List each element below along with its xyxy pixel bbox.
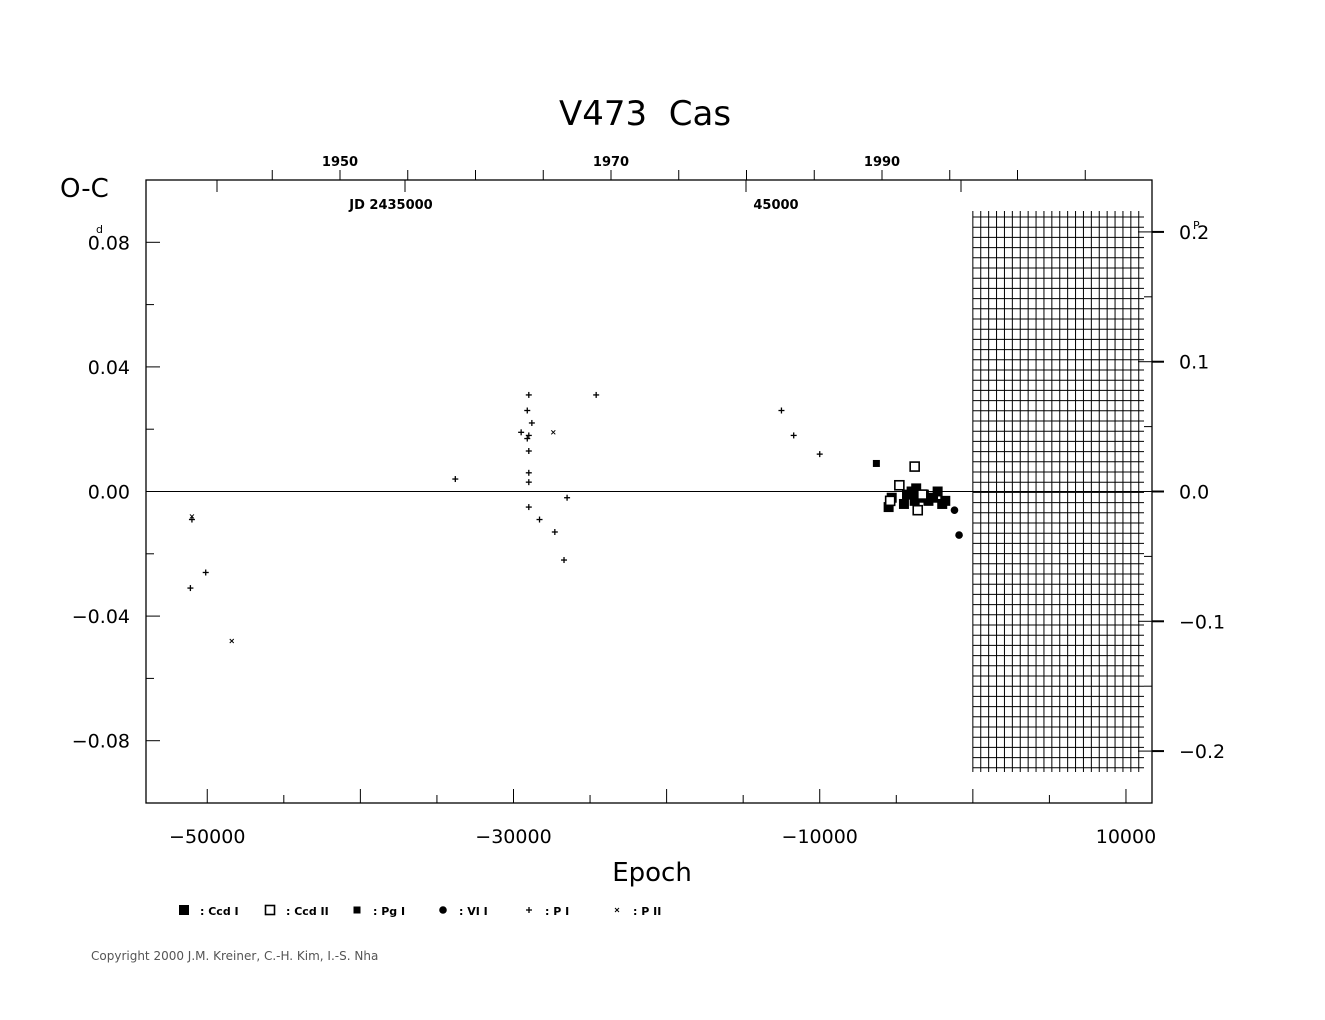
legend-label: : Ccd I	[200, 905, 239, 918]
legend-item: : P II	[614, 905, 661, 918]
data-point	[955, 531, 963, 539]
legend-marker	[439, 906, 447, 914]
y-tick-label: 0.04	[88, 357, 130, 379]
data-point	[525, 448, 532, 455]
y-axis-label: O-C	[60, 174, 109, 204]
legend-item: : VI I	[439, 905, 488, 918]
data-point	[564, 494, 571, 501]
legend-label: : P II	[633, 905, 661, 918]
data-point	[593, 391, 600, 398]
chart-title: V473 Cas	[559, 94, 731, 134]
data-point	[525, 479, 532, 486]
legend: : Ccd I : Ccd II : Pg I : VI I : P I : P II	[179, 904, 661, 918]
y-unit-superscript: d	[96, 223, 103, 236]
right-unit-superscript: P	[1193, 219, 1200, 232]
data-point	[188, 516, 195, 523]
x-axis-label: Epoch	[612, 858, 692, 888]
data-point	[894, 479, 905, 491]
x-tick-label: 10000	[1096, 826, 1156, 848]
right-tick-label: 0.2	[1179, 222, 1209, 244]
right-tick-label: −0.2	[1179, 741, 1225, 763]
data-point	[536, 516, 543, 523]
data-point	[816, 451, 823, 458]
year-label: 1970	[593, 155, 629, 170]
copyright-notice: Copyright 2000 J.M. Kreiner, C.-H. Kim, …	[91, 949, 379, 963]
data-point	[917, 489, 928, 500]
legend-item: : P I	[526, 905, 569, 918]
data-point	[898, 498, 909, 509]
x-tick-label: −30000	[475, 826, 551, 848]
y-tick-label: −0.04	[72, 606, 130, 628]
data-point	[524, 435, 531, 442]
data-point	[928, 492, 939, 503]
data-point	[524, 407, 531, 414]
data-point	[912, 504, 924, 516]
legend-label: : P I	[545, 905, 569, 918]
y-tick-label: 0.08	[88, 232, 130, 254]
data-point	[909, 461, 920, 472]
data-point	[950, 506, 959, 514]
year-label: 1950	[322, 155, 358, 170]
data-point	[187, 585, 194, 592]
data-point	[932, 486, 943, 497]
data-point	[778, 407, 785, 414]
legend-marker	[179, 905, 189, 915]
right-tick-label: 0.1	[1179, 352, 1209, 374]
x-tick-label: −10000	[782, 826, 858, 848]
legend-label: : VI I	[459, 905, 488, 918]
data-point	[561, 557, 568, 564]
legend-item: : Ccd I	[179, 905, 239, 918]
axis-tick-labels: −50000 −30000 −10000 10000 0.08 0.04 0.00 −0.04…	[72, 155, 1225, 848]
data-point	[525, 432, 532, 439]
data-point	[528, 419, 535, 426]
y-tick-label: 0.00	[88, 482, 130, 504]
data-point	[883, 502, 894, 513]
data-point	[872, 459, 880, 467]
legend-marker	[353, 906, 361, 914]
data-point	[525, 469, 532, 476]
legend-item: : Ccd II	[264, 904, 329, 918]
jd-label: 45000	[753, 198, 798, 213]
legend-item: : Pg I	[353, 905, 405, 918]
jd-label: JD 2435000	[348, 198, 432, 213]
y-tick-label: −0.08	[72, 731, 130, 753]
data-point	[884, 495, 896, 507]
data-point	[189, 514, 195, 519]
data-point	[525, 504, 532, 511]
legend-marker	[526, 907, 532, 913]
x-tick-label: −50000	[169, 826, 245, 848]
data-point	[202, 569, 209, 576]
data-point	[518, 429, 525, 436]
legend-marker	[614, 907, 620, 913]
data-point	[551, 528, 558, 535]
legend-label: : Ccd II	[286, 905, 329, 918]
data-point	[940, 495, 951, 506]
axis-ticks	[146, 170, 1164, 804]
data-point	[790, 432, 797, 439]
legend-label: : Pg I	[373, 905, 405, 918]
legend-marker	[264, 904, 276, 916]
right-tick-label: −0.1	[1179, 611, 1225, 633]
plot-frame	[145, 179, 1153, 804]
data-point	[452, 476, 459, 483]
data-point	[550, 429, 556, 435]
year-label: 1990	[864, 155, 900, 170]
data-point	[525, 391, 532, 398]
data-point	[229, 638, 235, 644]
data-points	[187, 391, 963, 644]
right-tick-label: 0.0	[1179, 482, 1209, 504]
data-point	[911, 483, 922, 494]
